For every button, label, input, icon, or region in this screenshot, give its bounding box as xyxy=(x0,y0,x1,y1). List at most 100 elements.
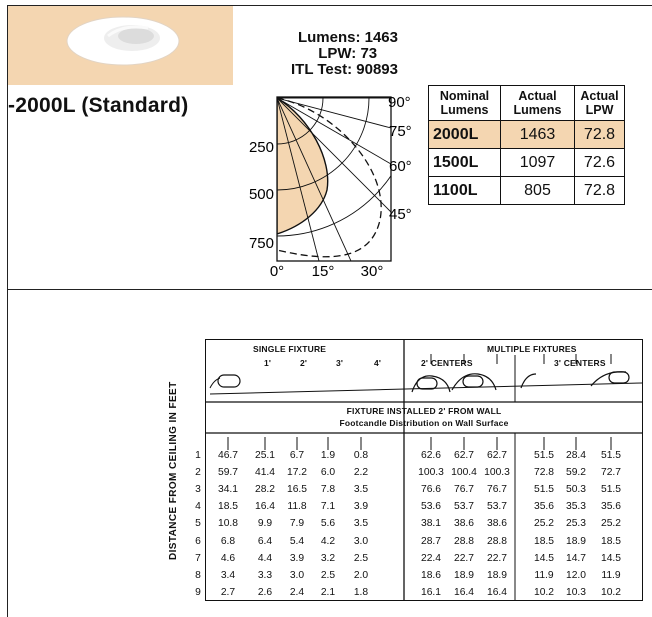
distance-value: 8 xyxy=(195,569,201,581)
row-lpw: 72.6 xyxy=(574,148,625,177)
centers-2ft-value: 16.1 xyxy=(420,586,442,598)
angle-label-0: 0° xyxy=(270,263,284,280)
single-fixture-value: 2.1 xyxy=(320,586,336,598)
single-fixture-value: 3.0 xyxy=(289,569,305,581)
centers-3ft-value: 25.3 xyxy=(565,518,587,530)
centers-3ft-value: 10.2 xyxy=(533,586,555,598)
single-fixture-value: 6.0 xyxy=(320,467,336,479)
centers-3ft-value: 18.9 xyxy=(565,535,587,547)
centers-2ft-value: 22.7 xyxy=(453,552,475,564)
centers-2ft-value: 38.1 xyxy=(420,518,442,530)
centers-3ft-value: 10.3 xyxy=(565,586,587,598)
single-fixture-value: 11.8 xyxy=(287,501,307,513)
angle-label-60: 60° xyxy=(389,158,412,175)
single-fixture-value: 2.0 xyxy=(353,569,369,581)
centers-2ft-value: 53.7 xyxy=(486,501,508,513)
centers-2ft-value: 28.8 xyxy=(486,535,508,547)
distance-value: 5 xyxy=(195,518,201,530)
centers-2ft-value: 100.3 xyxy=(418,467,444,479)
centers-3ft-value: 51.5 xyxy=(533,450,555,461)
distance-value: 6 xyxy=(195,535,201,547)
centers-3ft-value: 18.5 xyxy=(600,535,622,547)
single-fixture-value: 4.6 xyxy=(220,552,236,564)
single-position-1: 1' xyxy=(264,358,272,368)
single-fixture-value: 2.5 xyxy=(353,552,369,564)
row-name: 1500L xyxy=(428,148,501,177)
distance-value: 7 xyxy=(195,552,201,564)
lpw-value: 73 xyxy=(360,45,378,62)
centers-2ft-value: 28.8 xyxy=(453,535,475,547)
distance-value: 2 xyxy=(195,467,201,479)
centers-3ft-value: 10.2 xyxy=(600,586,622,598)
single-fixture-value: 25.1 xyxy=(254,450,276,461)
centers-3ft-value: 59.2 xyxy=(565,467,587,479)
centers-2ft-value: 22.4 xyxy=(420,552,442,564)
centers-3ft-value: 11.9 xyxy=(601,569,621,581)
centers-3ft-value: 50.3 xyxy=(565,484,587,496)
centers-3ft-value: 35.6 xyxy=(533,501,555,513)
row-lumens: 1097 xyxy=(500,148,575,177)
centers-3ft-value: 14.5 xyxy=(533,552,555,564)
angle-label-75: 75° xyxy=(389,123,412,140)
single-fixture-value: 6.8 xyxy=(220,535,236,547)
single-position-2: 2' xyxy=(300,358,308,368)
polar-candela-chart: 250 500 750 90° 75° 60° 45° 0° 15° 30° xyxy=(249,94,412,280)
row-lumens: 1463 xyxy=(500,120,575,149)
centers-2ft-value: 76.7 xyxy=(453,484,475,496)
single-fixture-value: 6.4 xyxy=(257,535,273,547)
centers-2ft-value: 38.6 xyxy=(453,518,475,530)
centers-2ft-value: 16.4 xyxy=(453,586,475,598)
section-divider xyxy=(7,289,652,290)
row-lpw: 72.8 xyxy=(574,120,625,149)
single-fixture-value: 0.8 xyxy=(353,450,369,461)
single-fixture-value: 3.4 xyxy=(220,569,236,581)
radial-label-500: 500 xyxy=(249,186,274,203)
single-position-3: 3' xyxy=(336,358,344,368)
distance-value: 9 xyxy=(195,586,201,598)
centers-3ft-value: 11.9 xyxy=(534,569,554,581)
single-fixture-value: 46.7 xyxy=(217,450,239,461)
centers-2ft-value: 53.7 xyxy=(453,501,475,513)
centers-2ft-value: 18.9 xyxy=(486,569,508,581)
centers-2ft-title: 2' CENTERS xyxy=(421,358,473,368)
product-image xyxy=(8,6,233,85)
single-fixture-value: 28.2 xyxy=(254,484,276,496)
centers-3ft-value: 14.7 xyxy=(565,552,587,564)
row-lumens: 805 xyxy=(500,176,575,205)
footcandle-values: 1 46.7 25.1 6.7 1.9 0.8 62.6 62.7 62.7 51.5 28.4 51… xyxy=(195,340,642,600)
single-fixture-value: 3.0 xyxy=(353,535,369,547)
single-fixture-value: 9.9 xyxy=(257,518,273,530)
angle-label-30: 30° xyxy=(361,263,384,280)
single-fixture-title: SINGLE FIXTURE xyxy=(253,344,327,354)
centers-2ft-value: 22.7 xyxy=(486,552,508,564)
single-fixture-value: 4.4 xyxy=(257,552,273,564)
single-fixture-value: 59.7 xyxy=(217,467,239,479)
centers-2ft-value: 28.7 xyxy=(420,535,442,547)
centers-2ft-value: 100.4 xyxy=(451,467,477,479)
single-fixture-value: 16.5 xyxy=(286,484,308,496)
single-fixture-value: 7.8 xyxy=(320,484,336,496)
single-fixture-value: 3.5 xyxy=(353,518,369,530)
centers-2ft-value: 53.6 xyxy=(420,501,442,513)
single-fixture-value: 16.4 xyxy=(254,501,276,513)
distance-value: 4 xyxy=(195,501,201,513)
centers-3ft-value: 72.8 xyxy=(533,467,555,479)
lumens-value: 1463 xyxy=(364,29,398,46)
itl-row: ITL Test: 90893 xyxy=(270,62,398,78)
centers-3ft-value: 12.0 xyxy=(565,569,587,581)
centers-3ft-value: 14.5 xyxy=(600,552,622,564)
centers-3ft-value: 35.6 xyxy=(600,501,622,513)
single-fixture-value: 17.2 xyxy=(286,467,308,479)
table-row: 2000L 1463 72.8 xyxy=(428,120,625,149)
distance-axis-label: DISTANCE FROM CEILING IN FEET xyxy=(168,381,179,560)
centers-3ft-title: 3' CENTERS xyxy=(554,358,606,368)
lumen-package-table: Nominal Lumens Actual Lumens Actual LPW … xyxy=(428,85,625,205)
single-fixture-value: 2.4 xyxy=(289,586,305,598)
single-fixture-value: 6.7 xyxy=(289,450,305,461)
centers-3ft-value: 35.3 xyxy=(565,501,587,513)
single-fixture-value: 3.5 xyxy=(353,484,369,496)
centers-2ft-value: 62.6 xyxy=(420,450,442,461)
single-fixture-icon xyxy=(217,374,241,388)
lumen-table-header: Nominal Lumens Actual Lumens Actual LPW xyxy=(428,85,625,121)
distance-value: 3 xyxy=(195,484,201,496)
